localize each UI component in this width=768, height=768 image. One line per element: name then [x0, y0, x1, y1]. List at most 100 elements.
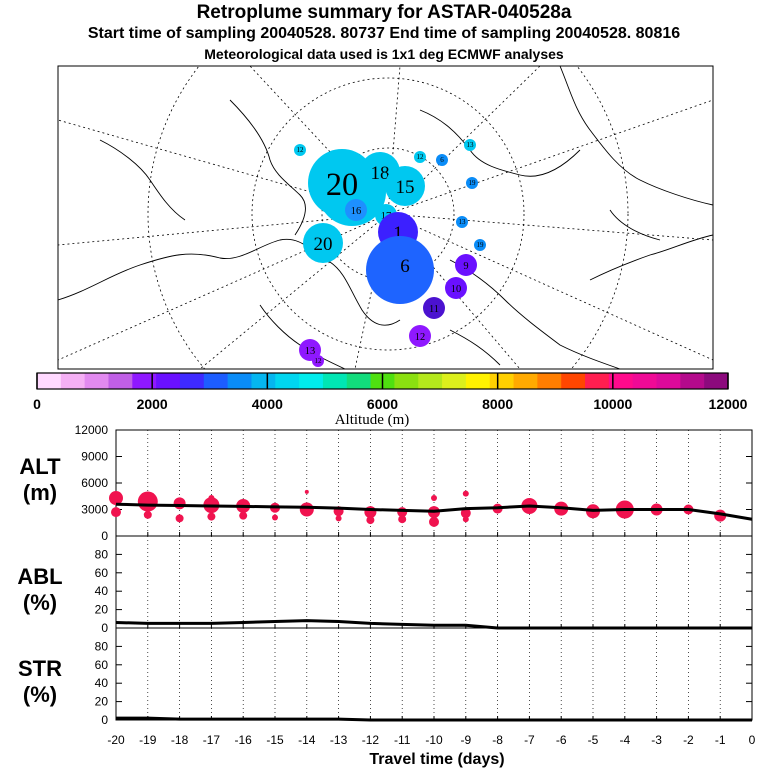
data-point	[398, 515, 407, 524]
data-point	[109, 491, 123, 506]
series-line	[116, 716, 752, 722]
colorbar-swatch	[299, 373, 324, 389]
data-point	[460, 508, 471, 519]
x-tick-label: -12	[362, 733, 380, 747]
map-marker-dot	[385, 245, 425, 285]
colorbar-tick-label: 8000	[482, 396, 513, 412]
data-point	[137, 491, 158, 512]
colorbar-swatch	[275, 373, 300, 389]
x-axis-label: Travel time (days)	[369, 751, 504, 768]
x-tick-label: -16	[235, 733, 253, 747]
map-marker-dot	[414, 151, 426, 163]
map-marker-dot	[299, 339, 321, 361]
y-tick-label: 0	[101, 529, 108, 543]
panel-unit: (%)	[23, 590, 57, 615]
map-marker-dot	[455, 254, 477, 276]
colorbar-tick-label: 12000	[709, 396, 748, 412]
data-point	[208, 495, 215, 502]
map-marker-label: 6	[400, 256, 410, 277]
y-tick-label: 20	[95, 603, 109, 617]
x-tick-label: -10	[425, 733, 443, 747]
map-marker-label: 6	[440, 156, 444, 164]
data-point	[366, 516, 375, 525]
y-tick-label: 40	[95, 584, 109, 598]
map-marker: 12	[294, 144, 306, 156]
map-marker-dot	[445, 277, 467, 299]
colorbar-swatch	[37, 373, 62, 389]
sampling-time-line: Start time of sampling 20040528. 80737 E…	[87, 25, 681, 42]
map-marker: 15	[385, 166, 425, 206]
map-marker-label: 1	[393, 223, 403, 244]
map-marker-dot	[294, 144, 306, 156]
data-point	[143, 510, 152, 519]
map-marker: 11	[423, 297, 445, 319]
colorbar-swatch	[465, 373, 491, 389]
panel-label: STR	[18, 656, 62, 681]
map-marker: 12	[409, 325, 431, 347]
panel-abl: 0 20 40 60 80 ABL(%)	[17, 535, 753, 635]
map-marker: 9	[455, 254, 477, 276]
x-tick-labels: -20 -19 -18 -17 -16 -15 -14 -13 -12 -11 -10 -9 -8 -7-…	[107, 733, 755, 747]
data-point	[462, 516, 469, 523]
x-tick-label: -18	[171, 733, 189, 747]
colorbar-swatch	[60, 373, 86, 389]
x-tick-label: -8	[492, 733, 503, 747]
y-tick-label: 6000	[81, 476, 108, 490]
map-marker: 12	[414, 151, 426, 163]
colorbar-swatch	[132, 373, 157, 389]
map-marker-label: 12	[415, 332, 425, 343]
colorbar-swatch	[394, 373, 419, 389]
data-point	[239, 511, 248, 520]
x-tick-label: -3	[651, 733, 662, 747]
colorbar-swatch	[656, 373, 681, 389]
colorbar-ticks: 0 2000 4000 6000 8000 10000 12000	[33, 373, 748, 412]
x-tick-label: -5	[588, 733, 599, 747]
x-tick-label: 0	[749, 733, 756, 747]
data-point	[431, 495, 437, 502]
map-marker-label: 20	[326, 166, 358, 202]
map-marker: 13	[299, 339, 321, 361]
data-point	[207, 512, 216, 521]
colorbar-swatch	[108, 373, 133, 389]
colorbar-swatch	[632, 373, 658, 389]
panel-label: ALT	[19, 454, 61, 479]
map-marker: 13	[456, 216, 468, 228]
map-marker: 10	[445, 277, 467, 299]
chart-title: Retroplume summary for ASTAR-040528a	[196, 2, 572, 23]
map-marker-label: 12	[297, 146, 305, 154]
colorbar-swatch	[346, 373, 372, 389]
polar-map: 1201815171216201866910111213121319196121…	[57, 65, 714, 370]
x-tick-label: -9	[460, 733, 471, 747]
colorbar-swatch	[680, 373, 705, 389]
data-point	[335, 515, 342, 522]
map-marker: 13	[464, 139, 476, 151]
map-marker-label: 12	[417, 153, 425, 161]
y-tick-label: 12000	[75, 423, 109, 437]
x-tick-label: -7	[524, 733, 535, 747]
colorbar-swatch	[179, 373, 205, 389]
data-point	[299, 502, 314, 517]
map-marker-dot	[456, 216, 468, 228]
x-tick-label: -14	[298, 733, 316, 747]
map-marker: 19	[474, 239, 486, 251]
y-tick-label: 40	[95, 676, 109, 690]
x-tick-label: -1	[715, 733, 726, 747]
map-marker-label: 12	[315, 357, 323, 365]
y-tick-label: 9000	[81, 450, 108, 464]
y-tick-label: 0	[101, 621, 108, 635]
map-marker-dot	[385, 166, 425, 206]
map-marker-dot	[436, 154, 448, 166]
colorbar-swatch	[608, 373, 634, 389]
colorbar-swatch	[227, 373, 252, 389]
panel-unit: (m)	[23, 480, 57, 505]
map-marker-label: 18	[371, 163, 390, 184]
colorbar-swatch	[537, 373, 562, 389]
y-tick-label: 3000	[81, 503, 108, 517]
map-marker-dot	[464, 139, 476, 151]
x-tick-label: -6	[556, 733, 567, 747]
data-point	[462, 490, 469, 497]
data-point	[173, 497, 186, 510]
x-tick-label: -4	[619, 733, 630, 747]
panel-str: 0 20 40 60 80 STR(%)	[18, 627, 753, 727]
